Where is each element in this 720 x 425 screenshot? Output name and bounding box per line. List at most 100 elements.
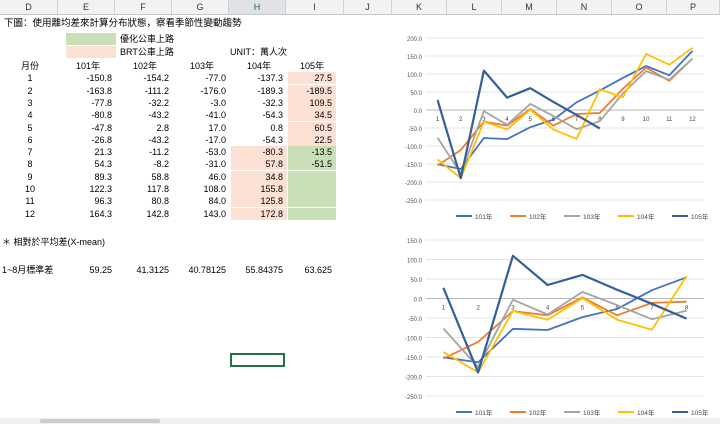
column-header-h[interactable]: H — [229, 0, 286, 14]
table-cell[interactable]: 34.5 — [288, 109, 336, 122]
table-cell[interactable]: -32.3 — [262, 97, 283, 108]
column-header-g[interactable]: G — [172, 0, 229, 14]
table-cell[interactable]: 9 — [27, 171, 33, 182]
std-value[interactable]: 41.3125 — [136, 265, 169, 275]
legend-brt-swatch[interactable] — [66, 46, 116, 58]
table-cell[interactable]: 21.3 — [94, 147, 112, 158]
legend-optimized-label[interactable]: 優化公車上路 — [120, 34, 175, 44]
column-header-f[interactable]: F — [115, 0, 172, 14]
table-cell[interactable]: -154.2 — [143, 73, 169, 84]
column-header-e[interactable]: E — [58, 0, 115, 14]
table-cell[interactable]: 6 — [27, 134, 33, 145]
table-header-cell[interactable]: 103年 — [189, 61, 215, 71]
table-header-cell[interactable]: 104年 — [246, 61, 272, 71]
table-cell[interactable]: -41.0 — [205, 110, 226, 121]
table-cell[interactable]: 84.0 — [208, 196, 226, 207]
horizontal-scrollbar[interactable] — [0, 418, 720, 424]
table-cell[interactable]: 46.0 — [208, 171, 226, 182]
column-header-d[interactable]: D — [0, 0, 58, 14]
table-cell[interactable]: -54.3 — [262, 110, 283, 121]
table-cell[interactable]: 155.8 — [231, 183, 287, 195]
legend-brt-label[interactable]: BRT公車上路 — [120, 47, 174, 57]
table-cell[interactable]: -11.2 — [149, 147, 169, 158]
column-header-l[interactable]: L — [447, 0, 502, 14]
table-cell[interactable]: 5 — [27, 122, 33, 133]
table-cell[interactable]: 142.8 — [146, 208, 169, 219]
column-header-i[interactable]: I — [286, 0, 344, 14]
table-cell[interactable]: 164.3 — [89, 208, 112, 219]
table-cell[interactable]: 27.5 — [288, 72, 336, 85]
table-cell[interactable]: 12 — [24, 208, 35, 219]
column-header-j[interactable]: J — [344, 0, 392, 14]
column-header-p[interactable]: P — [667, 0, 720, 14]
table-cell[interactable]: -163.8 — [86, 85, 112, 96]
table-cell[interactable]: 58.8 — [151, 171, 169, 182]
table-cell[interactable]: 3 — [27, 97, 33, 108]
table-cell[interactable]: -17.0 — [205, 134, 226, 145]
selected-cell[interactable] — [230, 353, 285, 367]
table-cell[interactable]: 0.8 — [270, 122, 283, 133]
table-cell[interactable] — [288, 195, 336, 208]
table-cell[interactable]: -3.0 — [210, 97, 226, 108]
legend-optimized-swatch[interactable] — [66, 33, 116, 45]
table-cell[interactable]: 2 — [27, 85, 33, 96]
table-cell[interactable]: -43.2 — [148, 110, 169, 121]
table-cell[interactable]: -80.3 — [231, 146, 287, 159]
table-cell[interactable]: 89.3 — [94, 171, 112, 182]
table-cell[interactable]: -137.3 — [257, 73, 283, 84]
table-cell[interactable]: -150.8 — [86, 73, 112, 84]
std-value[interactable]: 40.78125 — [188, 265, 226, 275]
table-cell[interactable]: -77.0 — [205, 73, 226, 84]
column-header-o[interactable]: O — [612, 0, 667, 14]
std-value[interactable]: 55.84375 — [245, 265, 283, 275]
table-cell[interactable]: 122.3 — [89, 184, 112, 194]
std-label[interactable]: 1~8月標準差 — [2, 265, 54, 275]
series-line-103[interactable] — [436, 57, 694, 175]
table-cell[interactable]: -77.8 — [91, 97, 112, 108]
table-cell[interactable]: -111.2 — [144, 85, 169, 96]
table-cell[interactable] — [288, 170, 336, 183]
series-line-101[interactable] — [443, 276, 687, 364]
column-header-k[interactable]: K — [392, 0, 447, 14]
table-cell[interactable] — [288, 207, 336, 220]
table-cell[interactable]: 11 — [25, 196, 35, 207]
table-cell[interactable]: -80.8 — [91, 110, 112, 121]
table-cell[interactable]: 8 — [27, 159, 33, 170]
std-value[interactable]: 63.625 — [304, 265, 332, 275]
table-cell[interactable]: -26.8 — [91, 134, 112, 145]
table-cell[interactable]: 54.3 — [94, 159, 112, 170]
table-cell[interactable]: 117.8 — [147, 184, 169, 194]
table-cell[interactable]: -47.8 — [91, 122, 112, 133]
table-cell[interactable]: -189.5 — [288, 84, 336, 97]
table-cell[interactable]: 7 — [27, 147, 33, 158]
table-cell[interactable]: 125.8 — [231, 195, 287, 208]
table-cell[interactable]: 172.8 — [231, 207, 287, 220]
sheet-title[interactable]: 下圖：使用離均差來計算分布狀態，察看季節性變動趨勢 — [4, 18, 242, 29]
table-cell[interactable]: 34.8 — [231, 170, 287, 183]
table-header-cell[interactable]: 101年 — [75, 61, 101, 71]
std-value[interactable]: 59.25 — [89, 265, 112, 275]
table-cell[interactable]: -54.3 — [262, 134, 283, 145]
series-line-105[interactable] — [436, 69, 601, 180]
table-cell[interactable]: 60.5 — [288, 121, 336, 134]
table-cell[interactable]: -13.5 — [288, 146, 336, 159]
table-cell[interactable]: 96.3 — [94, 196, 112, 207]
table-header-cell[interactable]: 月份 — [20, 61, 39, 71]
table-cell[interactable]: -51.5 — [288, 158, 336, 171]
series-line-102[interactable] — [443, 296, 687, 360]
unit-label[interactable]: UNIT：萬人次 — [230, 47, 287, 57]
table-cell[interactable]: -176.0 — [200, 85, 226, 96]
table-cell[interactable]: -31.0 — [205, 159, 226, 170]
table-cell[interactable]: 109.5 — [288, 96, 336, 109]
scroll-thumb[interactable] — [40, 419, 160, 423]
table-cell[interactable]: 1 — [27, 73, 33, 84]
table-header-cell[interactable]: 105年 — [299, 61, 325, 71]
table-cell[interactable]: 4 — [27, 110, 33, 121]
table-header-cell[interactable]: 102年 — [132, 61, 158, 71]
series-line-104[interactable] — [442, 275, 688, 374]
table-cell[interactable]: 2.8 — [156, 122, 169, 133]
series-line-101[interactable] — [437, 50, 694, 170]
chart-top[interactable]: 200.0 150.0 100.0 50.0 0.0 -50.0 -100.0 -150.0 -… — [392, 32, 712, 224]
table-cell[interactable]: -189.3 — [257, 85, 283, 96]
series-line-104[interactable] — [437, 47, 693, 179]
